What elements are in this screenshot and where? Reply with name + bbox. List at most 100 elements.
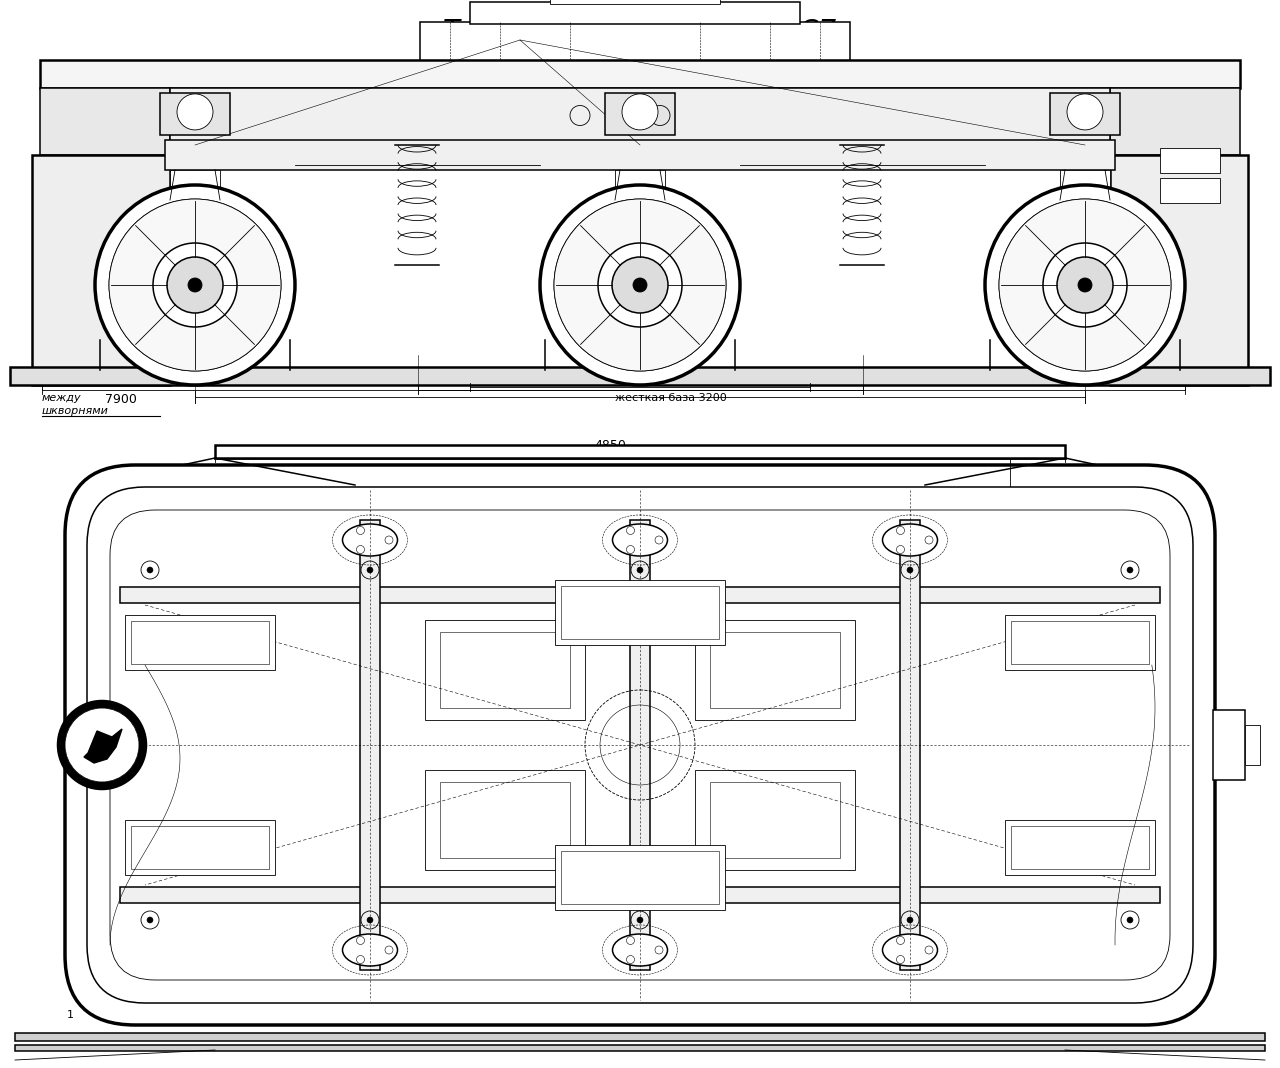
Ellipse shape: [613, 524, 667, 556]
Circle shape: [109, 199, 282, 371]
Bar: [1060, 170, 1110, 199]
Circle shape: [908, 567, 913, 574]
Bar: [1213, 710, 1245, 780]
Bar: [425, 621, 585, 720]
Circle shape: [95, 185, 294, 384]
Bar: [695, 770, 855, 870]
Text: шкворнями: шкворнями: [42, 406, 109, 417]
Bar: [1005, 820, 1155, 875]
Circle shape: [598, 244, 682, 327]
Circle shape: [626, 937, 635, 944]
Ellipse shape: [343, 934, 398, 965]
Bar: [131, 826, 269, 869]
Circle shape: [58, 701, 146, 789]
Bar: [440, 632, 570, 708]
FancyBboxPatch shape: [65, 465, 1215, 1025]
Bar: [710, 782, 840, 858]
Bar: [215, 445, 1065, 458]
Bar: [160, 93, 230, 135]
Text: между: между: [42, 393, 82, 403]
Circle shape: [634, 278, 646, 292]
Circle shape: [154, 244, 237, 327]
Circle shape: [188, 278, 202, 292]
Ellipse shape: [882, 524, 937, 556]
Circle shape: [626, 546, 635, 553]
Circle shape: [357, 546, 365, 553]
Circle shape: [147, 917, 154, 923]
Bar: [1110, 155, 1248, 384]
Circle shape: [637, 917, 643, 923]
Circle shape: [554, 199, 726, 371]
Bar: [32, 155, 170, 384]
Bar: [1160, 178, 1220, 203]
Bar: [15, 1033, 1265, 1041]
Circle shape: [908, 917, 913, 923]
Circle shape: [655, 946, 663, 954]
Bar: [1110, 88, 1240, 155]
Circle shape: [367, 567, 372, 574]
Circle shape: [896, 546, 905, 553]
Circle shape: [166, 257, 223, 313]
Circle shape: [896, 937, 905, 944]
Circle shape: [109, 199, 282, 371]
Circle shape: [177, 94, 212, 130]
Circle shape: [622, 94, 658, 130]
Bar: [470, 2, 800, 23]
Bar: [1160, 148, 1220, 173]
Circle shape: [357, 956, 365, 963]
Circle shape: [626, 956, 635, 963]
Bar: [695, 621, 855, 720]
Circle shape: [1078, 278, 1092, 292]
Bar: [1011, 621, 1149, 664]
Circle shape: [896, 956, 905, 963]
Bar: [561, 851, 719, 904]
Bar: [556, 845, 724, 910]
Bar: [630, 520, 650, 970]
Ellipse shape: [343, 524, 398, 556]
Bar: [550, 0, 719, 4]
Circle shape: [65, 708, 140, 782]
Bar: [1011, 826, 1149, 869]
Text: жесткая база 3200: жесткая база 3200: [614, 393, 727, 403]
Bar: [614, 170, 666, 199]
Circle shape: [896, 527, 905, 534]
Circle shape: [655, 536, 663, 544]
Circle shape: [357, 527, 365, 534]
Bar: [120, 888, 1160, 904]
Bar: [556, 580, 724, 645]
Text: Тележка электровоза  ЧС7: Тележка электровоза ЧС7: [443, 18, 837, 46]
Text: 7900: 7900: [105, 393, 137, 406]
Circle shape: [1043, 244, 1126, 327]
Bar: [1005, 615, 1155, 670]
Circle shape: [626, 527, 635, 534]
Bar: [131, 621, 269, 664]
Circle shape: [554, 199, 726, 371]
Ellipse shape: [882, 934, 937, 965]
Bar: [10, 367, 1270, 384]
Bar: [440, 782, 570, 858]
Circle shape: [986, 185, 1185, 384]
Bar: [561, 586, 719, 639]
Bar: [40, 88, 170, 155]
Bar: [605, 93, 675, 135]
Bar: [125, 615, 275, 670]
Bar: [1050, 93, 1120, 135]
Circle shape: [1126, 567, 1133, 574]
FancyBboxPatch shape: [87, 487, 1193, 1003]
Text: 4850: 4850: [594, 439, 626, 452]
Circle shape: [385, 946, 393, 954]
Circle shape: [612, 257, 668, 313]
Bar: [40, 60, 1240, 88]
Ellipse shape: [613, 934, 667, 965]
Circle shape: [1057, 257, 1114, 313]
Circle shape: [925, 536, 933, 544]
Text: D: D: [1010, 447, 1019, 457]
Circle shape: [540, 185, 740, 384]
Circle shape: [1068, 94, 1103, 130]
Bar: [15, 1045, 1265, 1051]
Bar: [900, 520, 920, 970]
Bar: [420, 22, 850, 60]
Bar: [120, 587, 1160, 603]
Bar: [710, 632, 840, 708]
Circle shape: [998, 199, 1171, 371]
